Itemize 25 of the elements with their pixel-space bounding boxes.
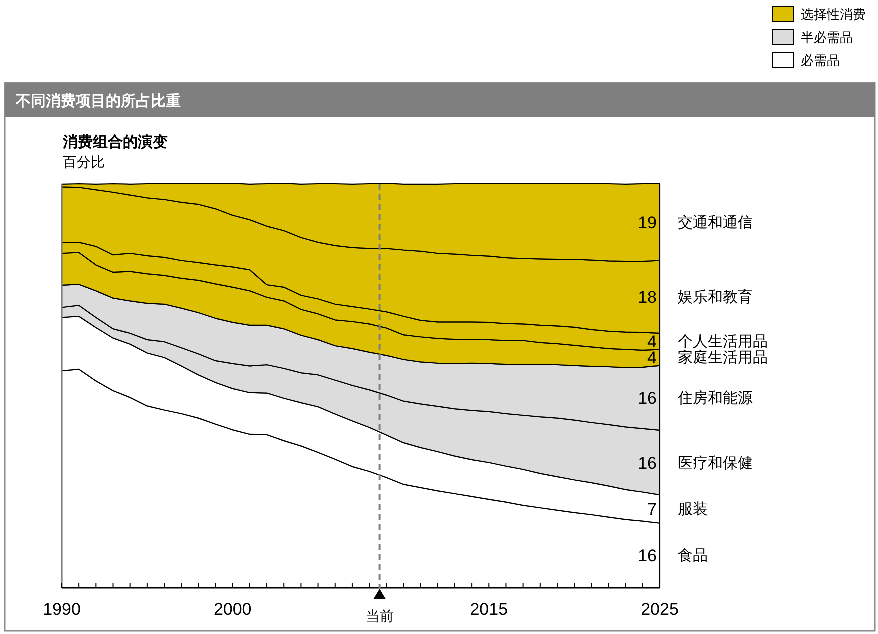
series-label: 交通和通信 <box>678 214 753 232</box>
x-tick-label: 2000 <box>214 600 252 619</box>
x-tick-label: 2025 <box>641 600 679 619</box>
ref-line-label: 当前 <box>366 608 394 624</box>
data-label: 7 <box>648 500 657 520</box>
text: 半必需品 <box>801 30 853 45</box>
series-label: 食品 <box>678 548 708 565</box>
x-tick-label: 1990 <box>43 600 81 619</box>
chart-subtitle: 消费组合的演变 <box>62 133 168 151</box>
series-label: 医疗和保健 <box>678 454 753 472</box>
series-label: 服装 <box>678 501 708 518</box>
data-label: 18 <box>638 288 657 308</box>
data-label: 16 <box>638 454 657 473</box>
text: 必需品 <box>801 53 840 68</box>
series-label: 个人生活用品 <box>678 334 768 351</box>
data-label: 19 <box>638 213 657 232</box>
data-label: 16 <box>638 389 657 408</box>
x-tick-label: 2015 <box>470 600 508 619</box>
series-label: 家庭生活用品 <box>678 350 768 367</box>
y-axis-title: 百分比 <box>63 154 105 170</box>
data-label: 16 <box>638 546 657 566</box>
chart-title: 不同消费项目的所占比重 <box>15 93 181 110</box>
series-label: 娱乐和教育 <box>678 289 753 306</box>
text: 选择性消费 <box>801 7 866 22</box>
series-label: 住房和能源 <box>677 390 753 408</box>
